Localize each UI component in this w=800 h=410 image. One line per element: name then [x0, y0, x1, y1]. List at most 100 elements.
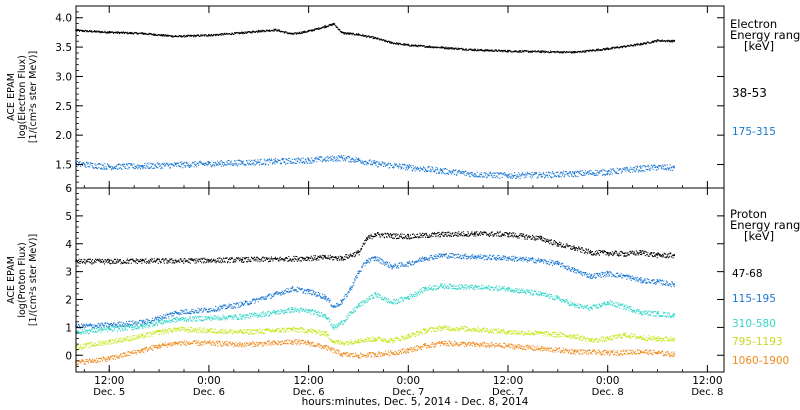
data-point	[640, 167, 642, 169]
data-point	[324, 313, 327, 316]
data-point	[141, 164, 144, 167]
data-point	[606, 251, 609, 254]
x-tick-time: 12:00	[94, 375, 124, 387]
electron-y-tick-label: 2.0	[55, 130, 72, 142]
data-point	[174, 341, 177, 344]
data-point	[673, 353, 676, 355]
data-point	[440, 254, 443, 256]
electron-y-tick-label: 1.5	[55, 160, 72, 172]
x-tick-time: 12:00	[293, 375, 323, 387]
proton-y-tick-label: 6	[65, 183, 72, 195]
data-point	[424, 344, 426, 347]
data-point	[208, 308, 210, 311]
data-point	[424, 287, 426, 290]
data-point	[357, 270, 360, 273]
data-point	[507, 344, 509, 347]
data-point	[656, 166, 659, 168]
data-point	[540, 347, 543, 350]
legend-entry-47-68: 47-68	[732, 268, 763, 280]
electron-y-axis: 1.5 2.0 2.5 3.0 3.5 4.0	[55, 6, 724, 189]
data-point	[291, 308, 293, 311]
data-point	[573, 269, 576, 272]
data-point	[556, 242, 559, 245]
data-point	[573, 172, 576, 175]
x-tick-date: Dec. 8	[592, 387, 624, 398]
proton-y-tick-label: 0	[65, 350, 72, 362]
data-point	[141, 325, 144, 327]
proton-legend-title: Proton	[730, 207, 767, 221]
data-point	[307, 309, 310, 312]
data-point	[141, 348, 144, 351]
data-point	[673, 337, 676, 340]
data-point	[141, 32, 144, 34]
x-tick-date: Dec. 5	[93, 387, 125, 398]
proton-legend-title: [keV]	[744, 229, 774, 243]
electron-legend-title: [keV]	[744, 39, 774, 53]
data-point	[208, 341, 210, 344]
data-point	[241, 31, 244, 34]
data-point	[174, 35, 177, 37]
data-point	[440, 284, 443, 287]
series-points	[76, 155, 675, 179]
electron-panel: ACE EPAM log(Electron Flux) [1/(cm²s ster …	[6, 5, 800, 189]
data-point	[673, 39, 676, 42]
x-tick-time: 0:00	[596, 375, 620, 387]
data-point	[349, 287, 352, 290]
data-point	[640, 42, 642, 45]
data-point	[141, 320, 144, 323]
data-point	[573, 334, 576, 337]
data-point	[407, 348, 410, 351]
series-points	[76, 339, 675, 366]
data-point	[590, 274, 592, 277]
data-point	[440, 169, 443, 172]
data-point	[324, 25, 327, 27]
x-tick-date: Dec. 6	[293, 387, 325, 398]
data-point	[407, 235, 410, 237]
data-point	[374, 36, 376, 39]
data-point	[656, 254, 659, 256]
data-point	[307, 329, 310, 332]
data-point	[174, 327, 177, 330]
data-point	[390, 339, 393, 341]
data-point	[590, 339, 592, 341]
data-point	[390, 41, 393, 44]
data-point	[274, 28, 277, 31]
data-point	[108, 30, 111, 33]
data-point	[357, 251, 360, 254]
data-point	[540, 332, 543, 334]
data-point	[606, 301, 609, 304]
data-point	[556, 297, 559, 299]
data-point	[407, 43, 410, 46]
electron-y-tick-label: 4.0	[55, 13, 72, 25]
data-point	[332, 22, 335, 25]
electron-legend-title: Electron	[730, 17, 777, 31]
data-point	[540, 50, 543, 53]
data-point	[473, 255, 476, 258]
data-point	[141, 334, 144, 337]
legend-entry-175-315: 175-315	[732, 126, 776, 138]
data-point	[324, 346, 327, 348]
proton-panel: ACE EPAM log(Proton Flux) [1/(cm²s ster Me…	[6, 183, 800, 373]
data-point	[407, 295, 410, 298]
legend-entry-38-53: 38-53	[732, 86, 767, 100]
x-tick-time: 12:00	[493, 375, 523, 387]
proton-plot-area	[75, 230, 676, 366]
data-point	[174, 318, 177, 320]
data-point	[332, 305, 335, 308]
proton-y-tick-label: 5	[65, 211, 72, 223]
series-47-68	[75, 230, 676, 265]
data-point	[656, 39, 659, 41]
data-point	[241, 343, 244, 345]
data-point	[640, 336, 642, 339]
data-point	[208, 316, 210, 319]
x-tick-time: 0:00	[397, 375, 421, 387]
data-point	[606, 170, 609, 173]
data-point	[673, 254, 676, 256]
electron-y-tick-label: 2.5	[55, 101, 72, 113]
data-point	[340, 341, 343, 344]
data-point	[324, 256, 327, 258]
data-point	[241, 258, 244, 261]
